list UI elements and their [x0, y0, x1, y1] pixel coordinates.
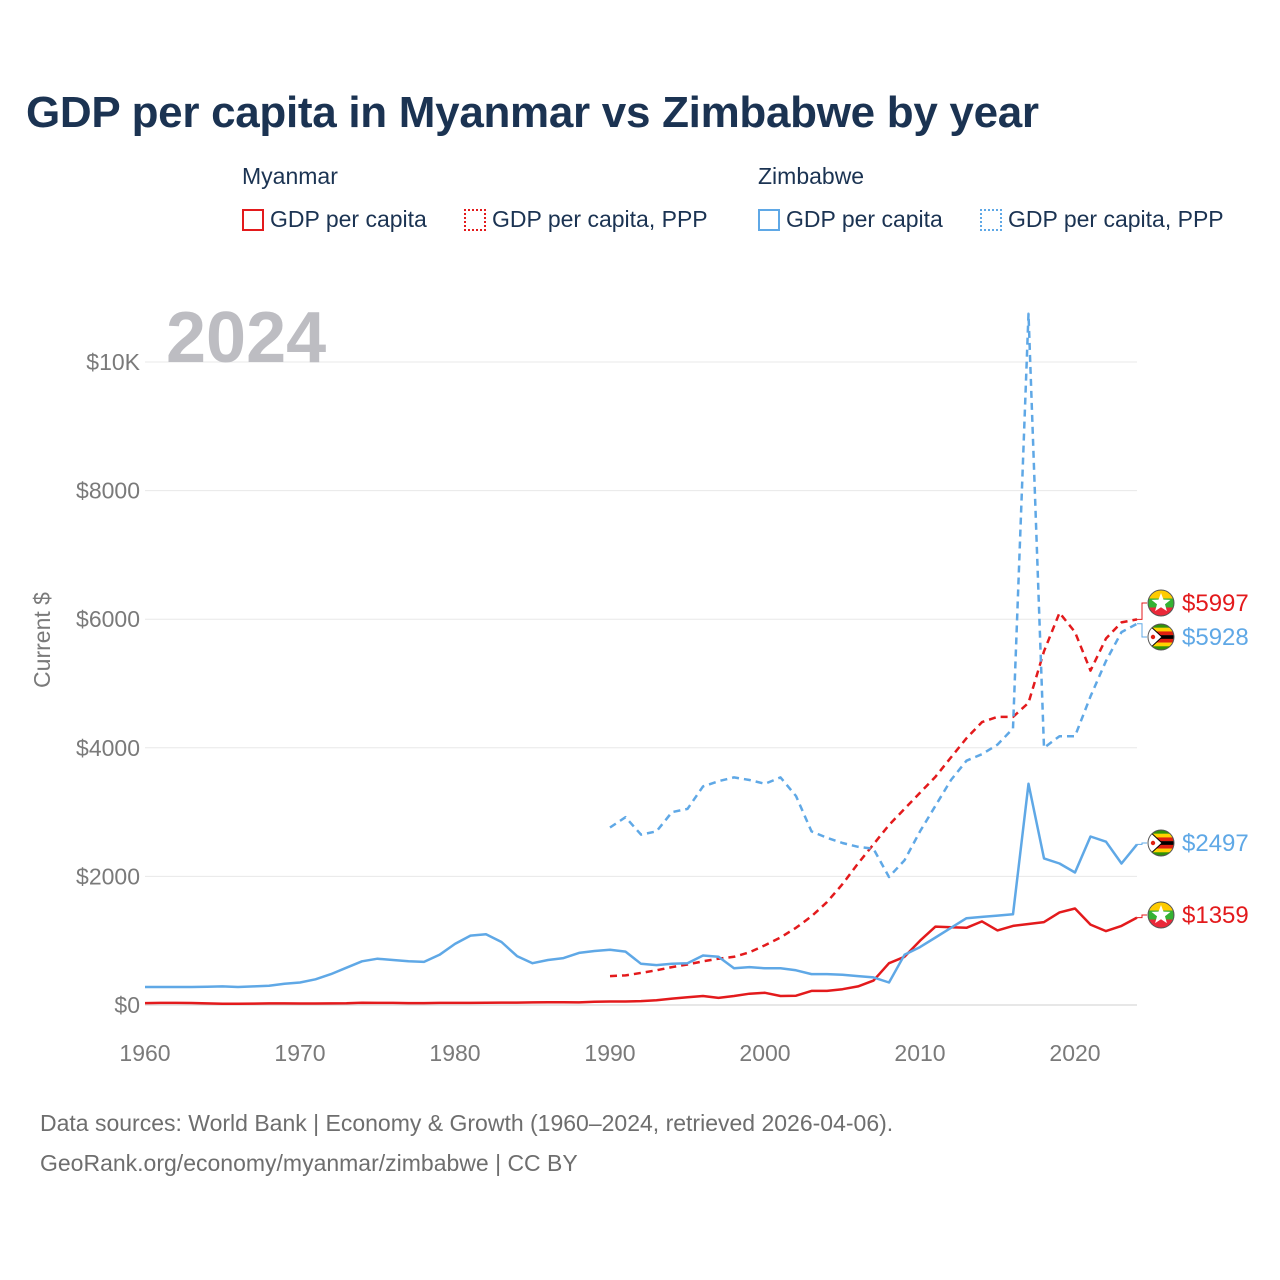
legend-label: GDP per capita	[786, 206, 943, 232]
zimbabwe-flag-icon	[1147, 623, 1175, 651]
end-label-connector	[1137, 914, 1147, 919]
y-axis-title: Current $	[29, 592, 55, 688]
source-line-2: GeoRank.org/economy/myanmar/zimbabwe | C…	[40, 1150, 578, 1176]
series-line-zimbabwe-gdp[interactable]	[145, 782, 1138, 989]
legend-zimbabwe-gdp-ppp[interactable]: GDP per capita, PPP	[980, 206, 1224, 233]
x-tick-label: 2010	[894, 1040, 945, 1066]
legend-group-myanmar: Myanmar	[242, 163, 338, 189]
x-tick-label: 1970	[274, 1040, 325, 1066]
legend-group-zimbabwe: Zimbabwe	[758, 163, 865, 189]
y-tick-label: $0	[114, 992, 140, 1018]
legend-swatch-dotted	[980, 208, 1002, 231]
year-watermark: 2024	[166, 298, 326, 378]
legend-zimbabwe-gdp[interactable]: GDP per capita	[758, 206, 943, 233]
x-tick-label: 1960	[119, 1040, 170, 1066]
end-label-connector	[1137, 842, 1147, 845]
y-tick-label: $4000	[76, 735, 140, 761]
series-line-myanmar-ppp[interactable]	[609, 611, 1138, 978]
series-line-zimbabwe-ppp[interactable]	[609, 312, 1138, 879]
legend-swatch-solid	[242, 208, 264, 231]
x-tick-label: 2000	[739, 1040, 790, 1066]
y-tick-label: $6000	[76, 606, 140, 632]
myanmar-flag-icon	[1147, 589, 1175, 617]
legend-label: GDP per capita	[270, 206, 427, 232]
legend-label: GDP per capita, PPP	[1008, 206, 1224, 232]
line-chart: $0 $2000 $4000 $6000 $8000 $10K 1960 1970 1980 19…	[29, 298, 1249, 1066]
legend-myanmar-gdp-ppp[interactable]: GDP per capita, PPP	[464, 206, 708, 233]
y-tick-label: $10K	[86, 349, 140, 375]
end-value-label: $2497	[1182, 830, 1249, 857]
chart-title: GDP per capita in Myanmar vs Zimbabwe by…	[26, 88, 1039, 137]
zimbabwe-flag-icon	[1147, 829, 1175, 857]
myanmar-flag-icon	[1147, 901, 1175, 929]
source-line-1: Data sources: World Bank | Economy & Gro…	[40, 1110, 894, 1136]
end-label-connector	[1137, 623, 1147, 638]
end-value-label: $5928	[1182, 624, 1249, 651]
end-value-label: $5997	[1182, 590, 1249, 617]
end-value-label: $1359	[1182, 902, 1249, 929]
x-tick-label: 1980	[429, 1040, 480, 1066]
x-tick-label: 1990	[584, 1040, 635, 1066]
x-tick-label: 2020	[1049, 1040, 1100, 1066]
y-tick-label: $2000	[76, 863, 140, 889]
end-label-connector	[1137, 602, 1147, 620]
y-tick-label: $8000	[76, 478, 140, 504]
series-line-myanmar-gdp[interactable]	[144, 907, 1138, 1005]
legend-myanmar-gdp[interactable]: GDP per capita	[242, 206, 427, 233]
legend-label: GDP per capita, PPP	[492, 206, 708, 232]
legend-swatch-dotted	[464, 208, 486, 231]
legend-swatch-solid	[758, 208, 780, 231]
